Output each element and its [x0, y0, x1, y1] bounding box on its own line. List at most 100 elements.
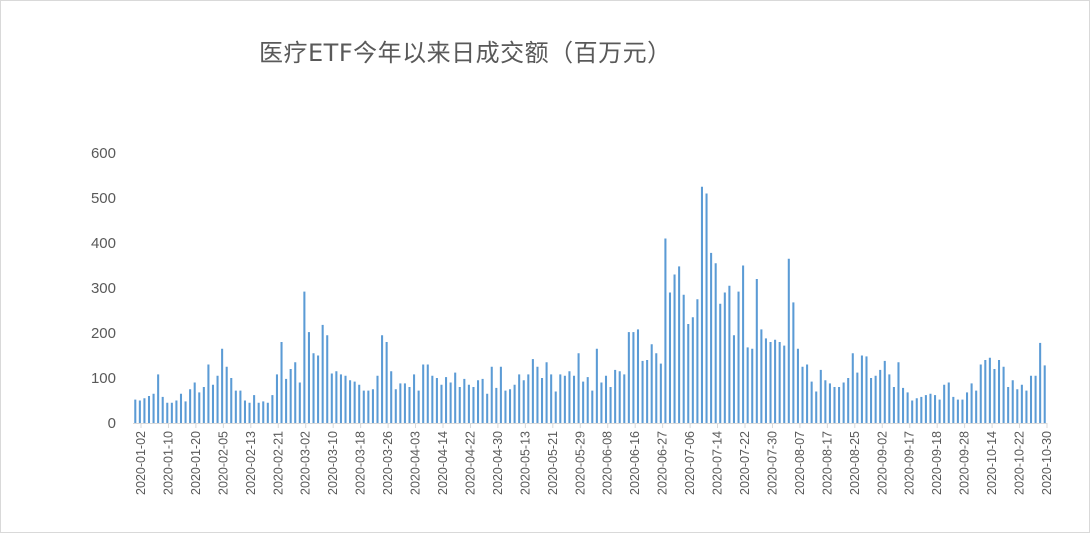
bar: [764, 338, 767, 423]
bar: [307, 332, 310, 423]
y-tick-label: 600: [91, 145, 116, 162]
bar: [248, 402, 251, 423]
x-tick-label: 2020-05-29: [573, 431, 587, 495]
bar: [431, 375, 434, 423]
bar: [586, 377, 589, 423]
bar: [202, 387, 205, 423]
bar: [815, 391, 818, 423]
bar: [915, 398, 918, 423]
bar: [390, 371, 393, 423]
bar: [422, 364, 425, 423]
bar: [947, 382, 950, 423]
x-tick-label: 2020-10-14: [985, 431, 999, 495]
bar: [742, 265, 745, 423]
bar: [719, 303, 722, 423]
bar: [545, 362, 548, 423]
bar: [367, 390, 370, 423]
bar: [550, 374, 553, 423]
x-tick-label: 2020-02-21: [271, 431, 285, 495]
bar: [234, 390, 237, 423]
x-tick-label: 2020-01-20: [189, 431, 203, 495]
x-tick-label: 2020-09-18: [930, 431, 944, 495]
bar: [559, 374, 562, 423]
bar: [221, 348, 224, 423]
bar: [189, 389, 192, 423]
bar: [243, 400, 246, 423]
bar: [417, 390, 420, 423]
bar: [554, 391, 557, 423]
x-tick-label: 2020-01-02: [134, 431, 148, 495]
bar: [317, 355, 320, 423]
x-tick-label: 2020-04-30: [491, 431, 505, 495]
bar: [298, 382, 301, 423]
y-tick-label: 400: [91, 235, 116, 252]
bar: [705, 193, 708, 423]
bar: [929, 393, 932, 423]
bar: [175, 400, 178, 423]
bar: [440, 384, 443, 423]
bar: [984, 360, 987, 423]
bar: [211, 384, 215, 423]
bar: [783, 345, 786, 423]
bar: [253, 395, 256, 423]
bar: [275, 374, 278, 423]
bar: [842, 382, 845, 423]
bar: [659, 363, 662, 423]
bar: [477, 380, 480, 423]
bar: [198, 392, 201, 423]
bar: [993, 369, 996, 423]
bar: [924, 395, 927, 423]
bar: [1043, 365, 1046, 423]
y-tick-label: 500: [91, 190, 116, 207]
bar: [513, 384, 516, 423]
bar: [860, 355, 863, 423]
bar: [184, 401, 187, 423]
bar: [975, 390, 978, 423]
x-tick-label: 2020-02-05: [216, 431, 230, 495]
x-tick-label: 2020-04-03: [409, 431, 423, 495]
bar: [1039, 342, 1042, 423]
x-tick-label: 2020-03-10: [326, 431, 340, 495]
x-tick-label: 2020-02-13: [244, 431, 258, 495]
bar: [147, 396, 151, 423]
bar: [792, 302, 795, 423]
bar: [454, 372, 457, 423]
bar: [746, 347, 749, 423]
bar: [952, 396, 955, 423]
bar: [408, 387, 411, 423]
bar: [385, 342, 388, 423]
bar: [239, 390, 242, 423]
bar: [824, 380, 827, 423]
bar: [321, 324, 324, 423]
bar: [902, 387, 905, 423]
bar: [737, 291, 740, 423]
bar: [449, 382, 452, 423]
bar: [892, 387, 895, 423]
bar: [467, 384, 470, 423]
bar: [632, 332, 635, 423]
x-tick-label: 2020-09-02: [875, 431, 889, 495]
bar: [486, 393, 489, 423]
bar: [472, 387, 475, 423]
bar: [906, 392, 909, 423]
x-tick-label: 2020-03-02: [299, 431, 313, 495]
y-tick-label: 200: [91, 325, 116, 342]
bar: [956, 399, 959, 423]
bar: [627, 332, 630, 423]
x-tick-label: 2020-04-22: [463, 431, 477, 495]
bar: [495, 387, 498, 423]
bar: [527, 374, 530, 423]
x-tick-label: 2020-06-27: [656, 431, 670, 495]
bar: [1020, 384, 1023, 423]
bar: [522, 380, 525, 423]
bar: [732, 335, 735, 423]
bar: [509, 389, 512, 423]
bar: [1016, 389, 1019, 423]
bar: [193, 382, 196, 423]
bar: [865, 356, 868, 423]
bar: [874, 375, 877, 423]
bar: [755, 279, 758, 423]
bar: [157, 374, 160, 423]
x-tick-label: 2020-09-17: [903, 431, 917, 495]
bar: [289, 369, 292, 423]
